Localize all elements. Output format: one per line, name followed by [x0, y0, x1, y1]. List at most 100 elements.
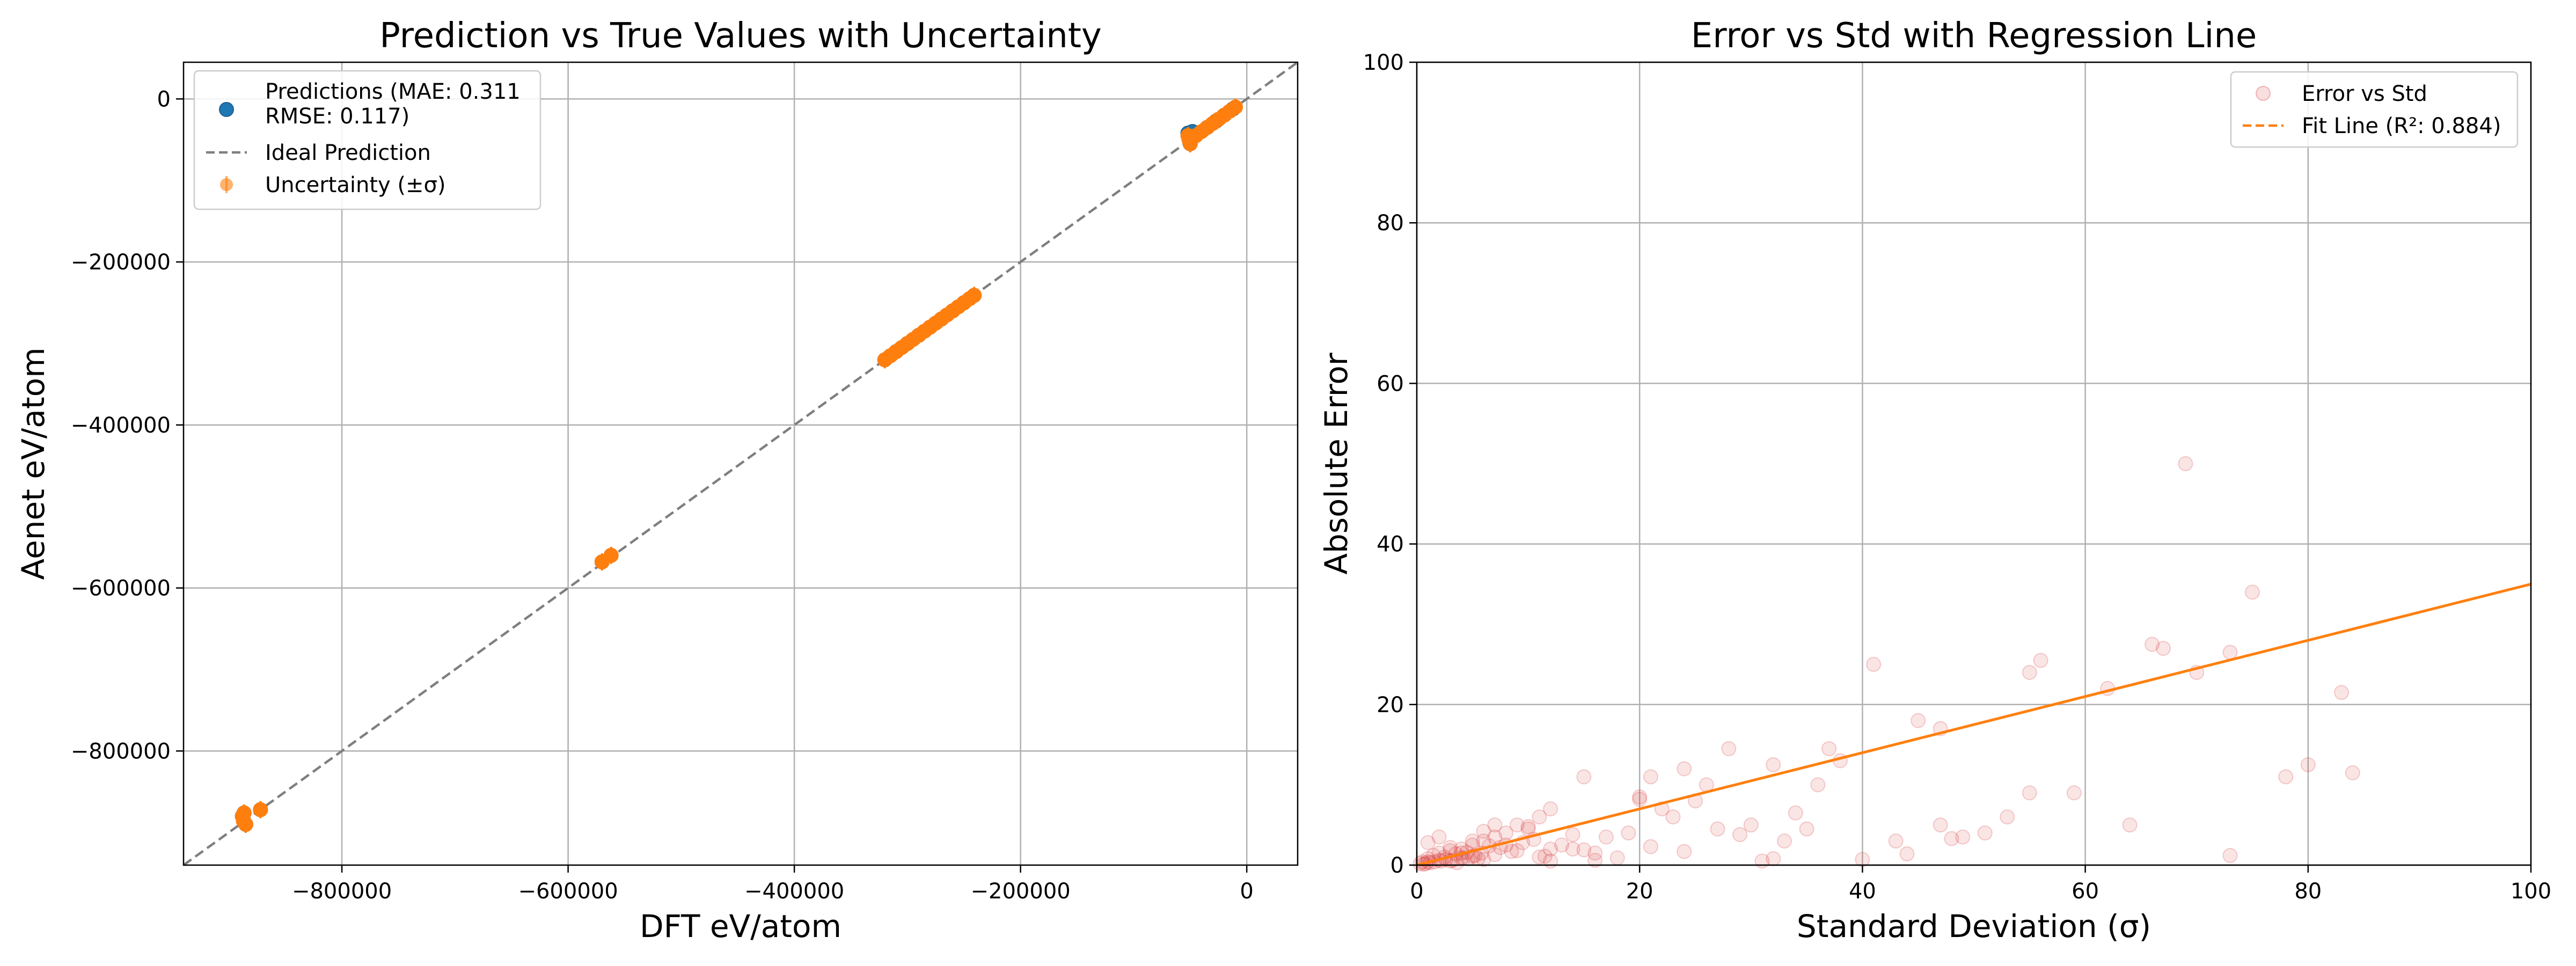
error-point	[1520, 819, 1536, 835]
error-point	[1977, 825, 1993, 841]
uncertainty-point	[603, 547, 619, 563]
error-point	[1476, 824, 1491, 839]
error-point	[1565, 841, 1580, 857]
legend-label-error-vs-std: Error vs Std	[2302, 82, 2427, 106]
error-point	[1766, 757, 1781, 772]
error-point	[1537, 848, 1553, 864]
error-point	[2222, 645, 2238, 660]
legend-box	[2230, 71, 2519, 148]
uncertainty-point	[236, 805, 252, 821]
error-point	[2334, 685, 2350, 700]
error-point	[1587, 845, 1603, 861]
error-point	[1766, 851, 1781, 867]
error-point	[1487, 817, 1503, 833]
error-point	[1504, 844, 1519, 859]
legend-label-uncertainty: Uncertainty (±σ)	[265, 173, 445, 197]
y-axis-label: Aenet eV/atom	[15, 347, 52, 580]
legend-label-fit-line: Fit Line (R²: 0.884)	[2302, 114, 2501, 138]
plot-frame	[1416, 61, 2532, 866]
legend: Predictions (MAE: 0.311 RMSE: 0.117) Idea…	[193, 70, 541, 210]
error-point	[2345, 765, 2360, 780]
error-point	[2245, 584, 2260, 600]
x-tick-label: −200000	[971, 879, 1071, 904]
legend-label-predictions: Predictions (MAE: 0.311 RMSE: 0.117)	[265, 79, 521, 129]
error-point	[1498, 825, 1514, 841]
legend-label-line: RMSE: 0.117)	[265, 104, 409, 129]
error-point	[1476, 852, 1491, 867]
error-point	[1911, 713, 1926, 728]
error-point	[2000, 809, 2015, 825]
error-point	[1955, 829, 1971, 845]
error-point	[2066, 785, 2082, 801]
x-axis-label: DFT eV/atom	[640, 908, 841, 945]
error-point	[2022, 785, 2037, 801]
error-point	[1487, 829, 1503, 845]
error-point	[1509, 843, 1525, 859]
error-point	[1554, 837, 1569, 853]
error-point	[1532, 809, 1547, 825]
y-tick-label: 0	[1391, 853, 1404, 878]
legend-marker-predictions	[219, 102, 234, 117]
chart-title: Prediction vs True Values with Uncertain…	[379, 16, 1102, 56]
x-tick-label: −800000	[292, 879, 392, 904]
y-tick-label: 20	[1377, 693, 1404, 718]
error-point	[1587, 853, 1603, 868]
error-point	[1933, 817, 1948, 833]
error-point	[1888, 833, 1904, 849]
chart-title: Error vs Std with Regression Line	[1691, 16, 2257, 56]
error-point	[1732, 827, 1748, 843]
legend: Error vs Std Fit Line (R²: 0.884)	[2230, 71, 2519, 148]
uncertainty-point	[967, 288, 982, 303]
legend-dot	[220, 178, 233, 191]
error-point	[1821, 741, 1837, 757]
error-point	[1598, 829, 1614, 845]
error-point	[1710, 821, 1725, 837]
x-tick-label: 20	[1626, 879, 1653, 904]
error-point	[1487, 847, 1503, 862]
error-point	[1576, 769, 1592, 785]
legend-box	[193, 70, 541, 210]
error-point	[2033, 653, 2048, 668]
error-point	[1777, 833, 1792, 849]
error-point	[1621, 825, 1636, 841]
error-point	[2300, 757, 2316, 772]
y-tick-label: 0	[157, 87, 171, 112]
error-point	[1743, 817, 1759, 833]
error-point	[1420, 835, 1436, 851]
error-point	[2155, 641, 2171, 656]
x-tick-label: 40	[1849, 879, 1876, 904]
error-point	[2122, 817, 2138, 833]
uncertainty-point	[238, 817, 253, 832]
error-point	[2022, 664, 2037, 680]
error-point	[1866, 657, 1882, 672]
error-point	[1443, 840, 1458, 855]
y-tick-label: −200000	[71, 250, 171, 275]
error-point	[1565, 827, 1580, 843]
y-tick-label: 40	[1377, 532, 1404, 557]
error-point	[2222, 848, 2238, 863]
error-point	[1677, 761, 1692, 777]
error-point	[1788, 805, 1803, 821]
error-point	[2145, 636, 2160, 652]
error-point	[1944, 831, 1959, 846]
fit-line	[1416, 582, 2531, 867]
x-tick-label: 100	[2511, 879, 2551, 904]
error-point	[1677, 844, 1692, 859]
error-point	[1576, 842, 1592, 858]
x-tick-label: −600000	[518, 879, 618, 904]
error-point	[2278, 769, 2294, 785]
error-point	[1899, 846, 1915, 862]
error-point	[1810, 777, 1826, 793]
chart-prediction-vs-true: −800000 −600000 −400000 −200000 0 0 −200000 −40…	[15, 16, 1299, 945]
error-point	[1643, 839, 1658, 854]
error-point	[1431, 829, 1447, 845]
legend-label-ideal: Ideal Prediction	[265, 141, 431, 165]
error-point	[1509, 817, 1525, 833]
error-point	[1609, 850, 1625, 866]
legend-label-line: Predictions (MAE: 0.311	[265, 79, 521, 104]
error-point	[1465, 833, 1480, 849]
x-tick-label: −400000	[744, 879, 844, 904]
ideal-prediction-line	[182, 61, 1299, 866]
error-point	[1665, 809, 1681, 825]
